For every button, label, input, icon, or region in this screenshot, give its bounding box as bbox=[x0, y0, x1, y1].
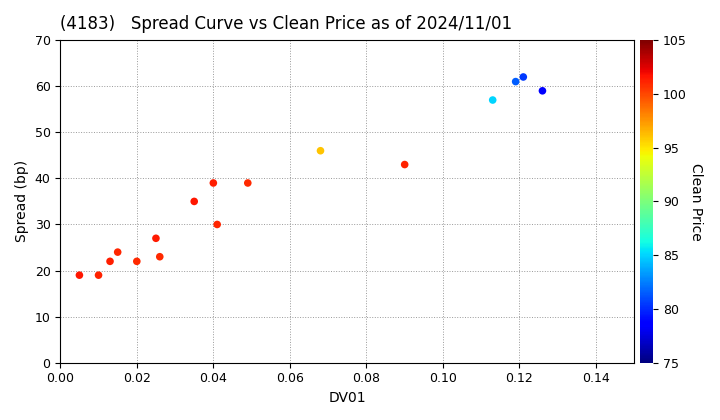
Point bbox=[212, 221, 223, 228]
Point bbox=[73, 272, 85, 278]
Point bbox=[93, 272, 104, 278]
Point bbox=[536, 87, 548, 94]
Point bbox=[510, 78, 521, 85]
Point bbox=[518, 74, 529, 80]
Point bbox=[131, 258, 143, 265]
Y-axis label: Spread (bp): Spread (bp) bbox=[15, 160, 29, 242]
Point bbox=[242, 180, 253, 186]
Point bbox=[487, 97, 498, 103]
Y-axis label: Clean Price: Clean Price bbox=[690, 163, 703, 240]
Point bbox=[189, 198, 200, 205]
Text: (4183)   Spread Curve vs Clean Price as of 2024/11/01: (4183) Spread Curve vs Clean Price as of… bbox=[60, 15, 513, 33]
Point bbox=[399, 161, 410, 168]
Point bbox=[154, 253, 166, 260]
Point bbox=[112, 249, 123, 255]
Point bbox=[150, 235, 162, 242]
Point bbox=[315, 147, 326, 154]
Point bbox=[207, 180, 219, 186]
Point bbox=[104, 258, 116, 265]
X-axis label: DV01: DV01 bbox=[328, 391, 366, 405]
